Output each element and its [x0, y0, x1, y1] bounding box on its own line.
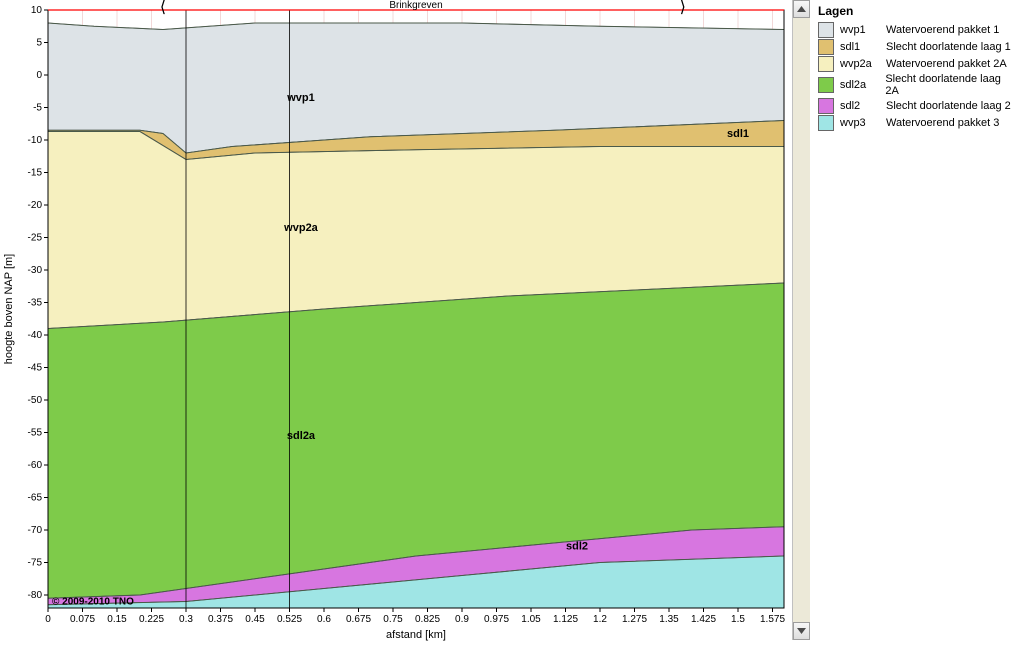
xtick-label: 0.3: [179, 614, 193, 625]
xtick-label: 1.35: [659, 614, 679, 625]
legend-item-sdl2: sdl2Slecht doorlatende laag 2: [818, 98, 1016, 114]
ytick-label: -20: [28, 200, 43, 211]
legend-desc: Watervoerend pakket 3: [886, 117, 999, 129]
xtick-label: 0: [45, 614, 51, 625]
legend-desc: Slecht doorlatende laag 1: [886, 41, 1011, 53]
legend-desc: Watervoerend pakket 1: [886, 24, 999, 36]
xtick-label: 0.375: [208, 614, 233, 625]
legend-item-sdl2a: sdl2aSlecht doorlatende laag 2A: [818, 73, 1016, 97]
legend-swatch: [818, 56, 834, 72]
cross-section-chart: wvp1 sdl1 wvp2a sdl2a sdl2 10 5 0 -5 -10 -15 -20 -25…: [0, 0, 810, 655]
ytick-label: -55: [28, 428, 43, 439]
xtick-label: 0.825: [415, 614, 440, 625]
xtick-label: 1.275: [622, 614, 647, 625]
legend-code: sdl1: [840, 41, 886, 53]
xtick-label: 1.2: [593, 614, 607, 625]
legend-item-wvp3: wvp3Watervoerend pakket 3: [818, 115, 1016, 131]
ytick-label: -50: [28, 395, 43, 406]
legend-item-sdl1: sdl1Slecht doorlatende laag 1: [818, 39, 1016, 55]
legend-code: sdl2a: [840, 79, 886, 91]
ytick-label: -65: [28, 493, 43, 504]
xtick-label: 0.9: [455, 614, 469, 625]
scroll-down-button[interactable]: [793, 622, 810, 640]
legend-item-wvp2a: wvp2aWatervoerend pakket 2A: [818, 56, 1016, 72]
xtick-label: 0.75: [383, 614, 403, 625]
xtick-label: 0.15: [107, 614, 127, 625]
layer-label-wvp1: wvp1: [286, 92, 315, 104]
legend-desc: Watervoerend pakket 2A: [886, 58, 1007, 70]
legend-item-wvp1: wvp1Watervoerend pakket 1: [818, 22, 1016, 38]
legend-code: sdl2: [840, 100, 886, 112]
vertical-scrollbar[interactable]: [792, 0, 810, 640]
ytick-label: -40: [28, 330, 43, 341]
ytick-label: -15: [28, 168, 43, 179]
ytick-label: -45: [28, 363, 43, 374]
xtick-label: 0.6: [317, 614, 331, 625]
xtick-label: 1.05: [521, 614, 541, 625]
xtick-label: 0.225: [139, 614, 164, 625]
ytick-label: -10: [28, 135, 43, 146]
legend-code: wvp3: [840, 117, 886, 129]
ytick-label: -30: [28, 265, 43, 276]
layer-label-sdl1: sdl1: [727, 128, 749, 140]
x-axis-label: afstand [km]: [386, 629, 446, 641]
chart-title: Brinkgreven: [389, 0, 442, 11]
ytick-label: 0: [36, 70, 42, 81]
ytick-label: -80: [28, 590, 43, 601]
legend-swatch: [818, 77, 834, 93]
xtick-label: 0.525: [277, 614, 302, 625]
ytick-label: -25: [28, 233, 43, 244]
xtick-label: 0.075: [70, 614, 95, 625]
ytick-label: -35: [28, 298, 43, 309]
layer-label-sdl2a: sdl2a: [287, 430, 316, 442]
ytick-label: -70: [28, 525, 43, 536]
xtick-label: 1.425: [691, 614, 716, 625]
ytick-label: -60: [28, 460, 43, 471]
ytick-label: -75: [28, 558, 43, 569]
legend-swatch: [818, 22, 834, 38]
layer-label-wvp2a: wvp2a: [283, 222, 319, 234]
chart-panel: wvp1 sdl1 wvp2a sdl2a sdl2 10 5 0 -5 -10 -15 -20 -25…: [0, 0, 810, 655]
xtick-label: 0.45: [245, 614, 265, 625]
layer-label-sdl2: sdl2: [566, 541, 588, 553]
legend-code: wvp1: [840, 24, 886, 36]
legend-panel: Lagen wvp1Watervoerend pakket 1sdl1Slech…: [810, 0, 1024, 655]
legend-title: Lagen: [818, 4, 1016, 18]
scroll-track[interactable]: [793, 18, 810, 622]
glyph-left: ⟨: [160, 0, 166, 16]
xtick-label: 0.675: [346, 614, 371, 625]
glyph-right: ⟩: [680, 0, 686, 16]
scroll-up-button[interactable]: [793, 0, 810, 18]
y-axis-label: hoogte boven NAP [m]: [3, 254, 15, 364]
legend-code: wvp2a: [840, 58, 886, 70]
legend-swatch: [818, 98, 834, 114]
xtick-label: 1.5: [731, 614, 745, 625]
ytick-label: 5: [36, 38, 42, 49]
xtick-label: 1.575: [760, 614, 785, 625]
ytick-label: 10: [31, 5, 43, 16]
xtick-label: 1.125: [553, 614, 578, 625]
legend-swatch: [818, 115, 834, 131]
copyright-text: © 2009-2010 TNO: [52, 597, 134, 608]
xtick-label: 0.975: [484, 614, 509, 625]
legend-swatch: [818, 39, 834, 55]
legend-desc: Slecht doorlatende laag 2: [886, 100, 1011, 112]
ytick-label: -5: [33, 103, 42, 114]
legend-desc: Slecht doorlatende laag 2A: [885, 73, 1016, 97]
